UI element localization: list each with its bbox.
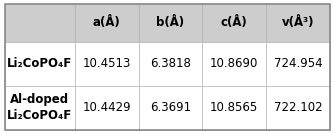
Bar	[138, 42, 202, 86]
Bar	[5, 4, 75, 42]
Bar	[5, 86, 75, 130]
Bar	[75, 4, 138, 42]
Text: 10.4429: 10.4429	[82, 101, 131, 114]
Text: 6.3818: 6.3818	[150, 57, 191, 70]
Bar	[75, 86, 138, 130]
Text: b(Å): b(Å)	[156, 16, 185, 29]
Text: 724.954: 724.954	[274, 57, 322, 70]
Bar	[202, 86, 266, 130]
Bar	[202, 42, 266, 86]
Text: c(Å): c(Å)	[221, 16, 248, 29]
Text: Li₂CoPO₄F: Li₂CoPO₄F	[7, 57, 72, 70]
Text: 10.8690: 10.8690	[210, 57, 258, 70]
Bar	[266, 86, 330, 130]
Bar	[138, 86, 202, 130]
Bar	[266, 4, 330, 42]
Text: 722.102: 722.102	[274, 101, 322, 114]
Bar	[138, 4, 202, 42]
Text: 6.3691: 6.3691	[150, 101, 191, 114]
Text: 10.8565: 10.8565	[210, 101, 258, 114]
Text: Al-doped
Li₂CoPO₄F: Al-doped Li₂CoPO₄F	[7, 93, 72, 122]
Bar	[202, 4, 266, 42]
Text: a(Å): a(Å)	[93, 16, 121, 29]
Bar	[266, 42, 330, 86]
Text: 10.4513: 10.4513	[82, 57, 131, 70]
Bar	[75, 42, 138, 86]
Bar	[5, 42, 75, 86]
Text: v(Å³): v(Å³)	[282, 16, 314, 29]
